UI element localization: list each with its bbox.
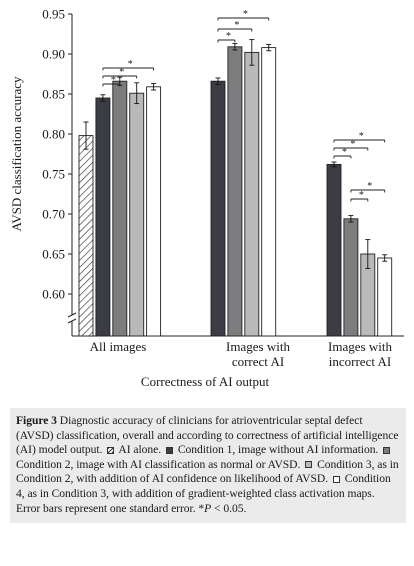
ai-alone-swatch-icon <box>107 446 115 454</box>
y-tick-label: 0.70 <box>42 207 65 222</box>
significance-star: * <box>367 181 372 192</box>
significance-star: * <box>119 67 124 78</box>
bar-condition-1 <box>326 163 342 337</box>
bar-condition-3 <box>129 92 145 337</box>
caption-label: Figure 3 <box>16 414 57 427</box>
group-label: Images with <box>226 339 290 354</box>
caption-text-1: Diagnostic accuracy of clinicians for at… <box>16 414 399 457</box>
significance-star: * <box>342 147 347 158</box>
y-tick-label: 0.75 <box>42 167 65 182</box>
axis-break-mark <box>67 318 77 324</box>
bar-condition-2 <box>343 218 359 337</box>
significance-star: * <box>243 9 248 20</box>
significance-star: * <box>111 75 116 86</box>
bar-condition-4 <box>261 47 277 337</box>
y-tick-label: 0.85 <box>42 87 65 102</box>
significance-star: * <box>234 20 239 31</box>
bar-condition-1 <box>210 80 226 337</box>
significance-star: * <box>128 59 133 70</box>
x-axis-label: Correctness of AI output <box>141 374 270 389</box>
y-tick-label: 0.90 <box>42 47 65 62</box>
caption-text-3: Condition 1, image without AI informatio… <box>174 443 379 457</box>
bar-condition-4 <box>146 86 162 337</box>
y-tick-label: 0.60 <box>42 287 65 302</box>
axis-break-mark <box>67 312 77 318</box>
y-tick-label: 0.80 <box>42 127 65 142</box>
y-tick-label: 0.95 <box>42 7 65 22</box>
chart-area: 0.60 0.65 0.70 0.75 0.80 0.85 0.90 0.95 AVSD cla… <box>9 7 404 389</box>
bar-condition-1 <box>95 97 111 337</box>
bar-condition-3 <box>244 51 260 337</box>
group-label: correct AI <box>232 354 284 369</box>
bar-chart: 0.60 0.65 0.70 0.75 0.80 0.85 0.90 0.95 AVSD cla… <box>9 7 404 389</box>
caption-text-5: Condition 3, as in Condition 2, with add… <box>16 457 399 486</box>
condition-2-swatch-icon <box>383 446 391 454</box>
group-label: incorrect AI <box>329 354 391 369</box>
bar-condition-4 <box>377 257 393 337</box>
condition-3-swatch-icon <box>305 461 313 469</box>
caption-text-2: AI alone. <box>116 443 162 457</box>
p-symbol: P <box>204 501 212 515</box>
caption-text-4: Condition 2, image with AI classificatio… <box>16 457 301 471</box>
significance-star: * <box>359 131 364 142</box>
condition-1-swatch-icon <box>165 446 173 454</box>
significance-star: * <box>226 31 231 42</box>
y-axis-label: AVSD classification accuracy <box>9 76 24 231</box>
group-label: All images <box>90 339 147 354</box>
bar-ai-alone <box>78 135 94 337</box>
bar-condition-2 <box>112 80 128 337</box>
bar-condition-2 <box>227 46 243 337</box>
caption-text-6: Condition 4, as in Condition 3, with add… <box>16 472 391 515</box>
significance-star: * <box>359 190 364 201</box>
caption-text-7: < 0.05. <box>211 501 247 515</box>
figure-caption: Figure 3 Diagnostic accuracy of clinicia… <box>10 408 406 524</box>
condition-4-swatch-icon <box>332 475 340 483</box>
y-tick-label: 0.65 <box>42 247 65 262</box>
group-label: Images with <box>328 339 392 354</box>
significance-star: * <box>350 139 355 150</box>
